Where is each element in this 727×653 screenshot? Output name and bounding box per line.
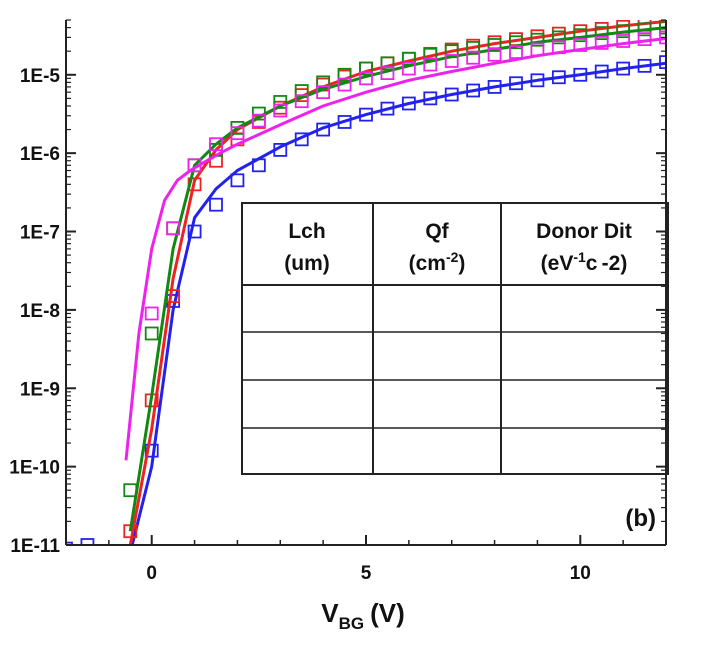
data-point: [124, 580, 136, 592]
data-point: [144, 306, 159, 321]
data-point: [80, 538, 95, 545]
data-point: [359, 61, 373, 76]
y-tick-label: 1E-5: [20, 66, 61, 87]
series-3: [124, 30, 666, 461]
data-point: [230, 126, 245, 141]
panel-label: (b): [625, 505, 656, 532]
data-point: [594, 36, 609, 50]
data-point: [380, 66, 395, 81]
data-point: [551, 30, 566, 45]
table-header-lch-unit: (um): [284, 252, 330, 275]
data-point: [466, 50, 481, 65]
table-header-dit-unit: (eV-1c -2): [541, 249, 628, 275]
data-point: [187, 224, 202, 239]
data-point: [273, 95, 288, 109]
series-layer: [66, 20, 666, 592]
table-border: [241, 202, 669, 475]
data-point: [359, 107, 373, 122]
data-point: [509, 35, 523, 50]
inset-table: Lch (um) Qf (cm-2) Donor Dit (eV-1c -2): [241, 202, 669, 475]
x-tick-label: 10: [570, 563, 591, 584]
table-header-lch: Lch: [288, 220, 325, 243]
data-point: [423, 57, 438, 72]
data-point: [337, 67, 352, 82]
data-point: [316, 85, 331, 100]
ticks: 0 5 10 1E-11 1E-10 1E-9 1E-8 1E-7 1E-6 1E-5: [9, 19, 667, 584]
table-header-dit: Donor Dit: [536, 220, 632, 243]
data-point: [487, 47, 502, 62]
data-point: [294, 94, 309, 109]
table-header-qf: Qf: [425, 220, 449, 243]
data-point: [209, 197, 223, 212]
series-0: [66, 55, 666, 592]
y-tick-label: 1E-8: [20, 301, 60, 322]
data-point: [123, 483, 138, 498]
data-point: [273, 103, 288, 118]
data-point: [401, 61, 416, 76]
series-line: [124, 37, 666, 461]
y-tick-label: 1E-7: [20, 223, 60, 244]
data-point: [616, 34, 631, 48]
x-axis-title: VBG (V): [321, 598, 405, 633]
data-point: [530, 32, 545, 47]
data-point: [166, 221, 181, 236]
data-point: [444, 54, 459, 68]
data-point: [251, 113, 266, 128]
x-tick-label: 0: [146, 563, 157, 584]
data-point: [659, 55, 666, 70]
y-tick-label: 1E-6: [20, 144, 60, 165]
series-line: [130, 61, 666, 545]
y-tick-label: 1E-10: [9, 458, 60, 479]
data-point: [230, 173, 245, 188]
y-tick-label: 1E-9: [20, 379, 60, 400]
data-point: [209, 137, 223, 152]
table-header-qf-unit: (cm-2): [409, 249, 466, 275]
data-point: [144, 326, 159, 341]
data-point: [359, 71, 373, 86]
data-point: [380, 56, 395, 71]
series-line: [128, 26, 666, 532]
x-tick-label: 5: [361, 563, 372, 584]
data-point: [337, 77, 352, 92]
y-tick-label: 1E-11: [10, 536, 60, 557]
data-point: [659, 30, 666, 45]
